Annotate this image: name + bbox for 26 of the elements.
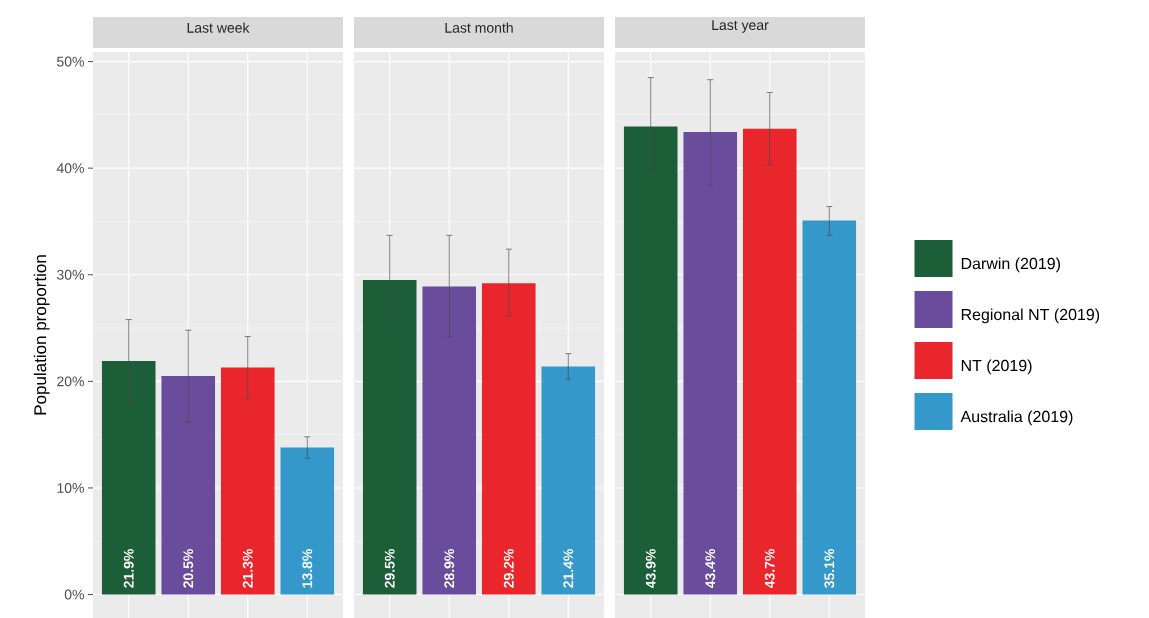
y-tick-label: 40% [56, 163, 84, 174]
y-tick-label: 50% [57, 56, 84, 67]
legend-label: NT (2019) [961, 359, 1032, 375]
data-label: 21.4% [563, 549, 574, 588]
y-axis-title: Population proportion [33, 255, 50, 415]
data-label: 21.9% [123, 549, 134, 588]
y-tick-label: 30% [56, 269, 84, 280]
x-tick-label: Last week [187, 22, 250, 33]
data-label: 35.1% [824, 549, 835, 589]
legend-label: Darwin (2019) [961, 257, 1060, 273]
data-label: 21.3% [242, 549, 253, 588]
data-label: 13.8% [302, 549, 313, 588]
x-tick-label: Last year [712, 20, 769, 33]
data-label: 29.2% [503, 549, 514, 588]
data-label: 43.9% [645, 549, 656, 589]
data-label: 29.5% [384, 549, 395, 588]
y-tick-label: 0% [64, 589, 84, 600]
y-tick-label: 10% [57, 482, 84, 493]
legend-label: Regional NT (2019) [961, 308, 1100, 324]
data-label: 43.4% [705, 549, 716, 589]
x-tick-label: Last month [445, 22, 513, 33]
legend-label: Australia (2019) [960, 410, 1073, 426]
data-label: 43.7% [764, 549, 775, 589]
y-tick-label: 20% [57, 376, 84, 387]
data-label: 20.5% [183, 549, 194, 588]
data-label: 28.9% [444, 549, 455, 588]
